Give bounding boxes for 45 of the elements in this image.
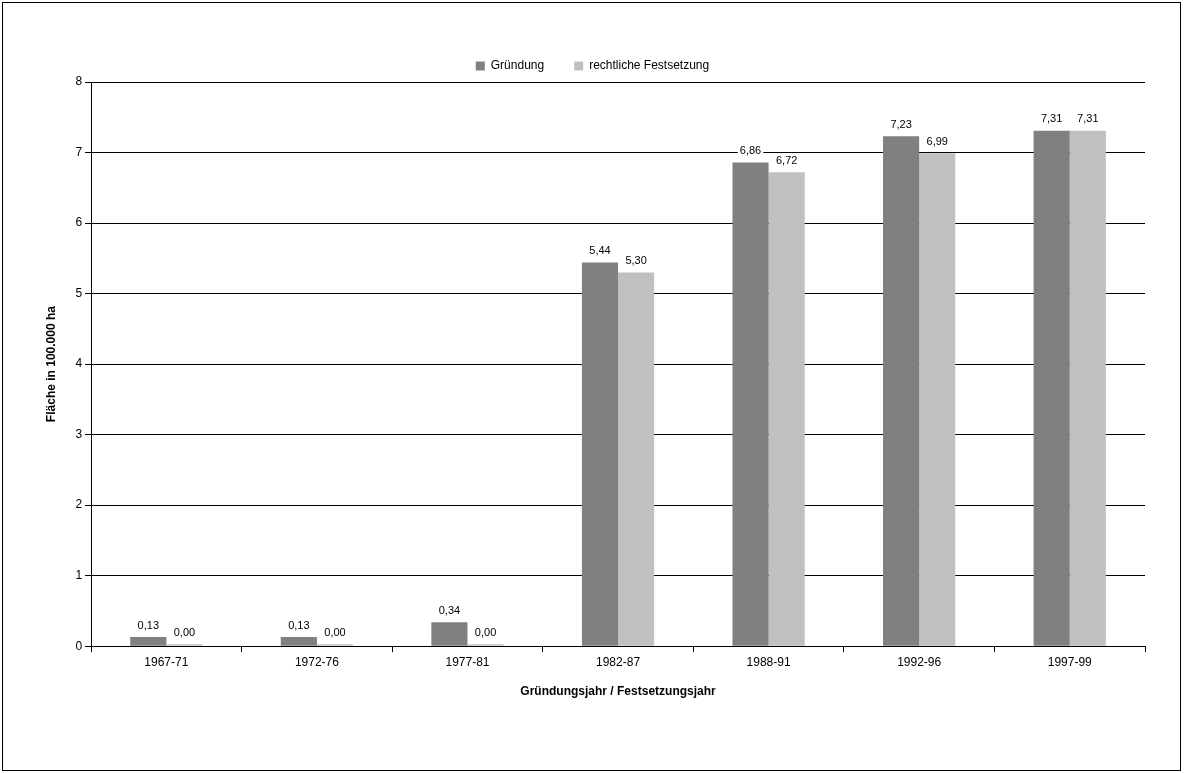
data-label: 0,00 (173, 625, 196, 638)
bar (768, 172, 805, 646)
bar (431, 622, 468, 646)
x-tick-label: 1992-96 (897, 654, 942, 669)
y-tick-label: 4 (75, 356, 83, 371)
x-tick-label: 1977-81 (445, 654, 490, 669)
y-tick-label: 2 (75, 497, 83, 512)
y-tick-label: 8 (75, 74, 83, 89)
data-label: 5,30 (625, 253, 647, 266)
legend-label: Gründung (490, 58, 545, 73)
y-tick-label: 1 (75, 567, 83, 582)
bar (280, 637, 317, 646)
bar (732, 162, 769, 646)
x-tick-label: 1972-76 (294, 654, 340, 669)
x-tick-label: 1982-87 (596, 654, 641, 669)
y-tick-label: 7 (75, 144, 83, 159)
data-label: 7,31 (1040, 112, 1063, 125)
data-label: 0,00 (474, 625, 497, 638)
bar (1033, 130, 1070, 646)
data-label: 0,13 (137, 618, 159, 631)
bar (1069, 130, 1106, 646)
data-label: 6,72 (775, 153, 798, 166)
data-label: 7,23 (890, 117, 912, 130)
bar (581, 262, 619, 646)
bar (883, 136, 920, 646)
x-tick-label: 1997-99 (1047, 654, 1093, 669)
y-axis-title: Fläche in 100.000 ha (43, 305, 58, 423)
bar (919, 153, 956, 646)
legend-label: rechtliche Festsetzung (589, 58, 710, 73)
data-label: 0,34 (438, 603, 461, 616)
bar (618, 272, 655, 646)
x-tick-label: 1967-71 (144, 654, 189, 669)
x-axis-title: Gründungsjahr / Festsetzungsjahr (520, 684, 717, 699)
y-tick-label: 3 (75, 426, 83, 441)
data-label: 6,86 (739, 143, 762, 156)
y-tick-label: 5 (75, 285, 83, 300)
x-tick-label: 1988-91 (746, 654, 791, 669)
data-label: 5,44 (589, 244, 611, 257)
data-label: 0,00 (324, 625, 346, 638)
data-label: 7,31 (1077, 112, 1099, 125)
y-tick-label: 6 (75, 215, 83, 230)
data-label: 6,99 (926, 134, 948, 147)
data-label: 0,13 (288, 618, 310, 631)
y-tick-label: 0 (75, 638, 83, 653)
bar (130, 637, 167, 646)
